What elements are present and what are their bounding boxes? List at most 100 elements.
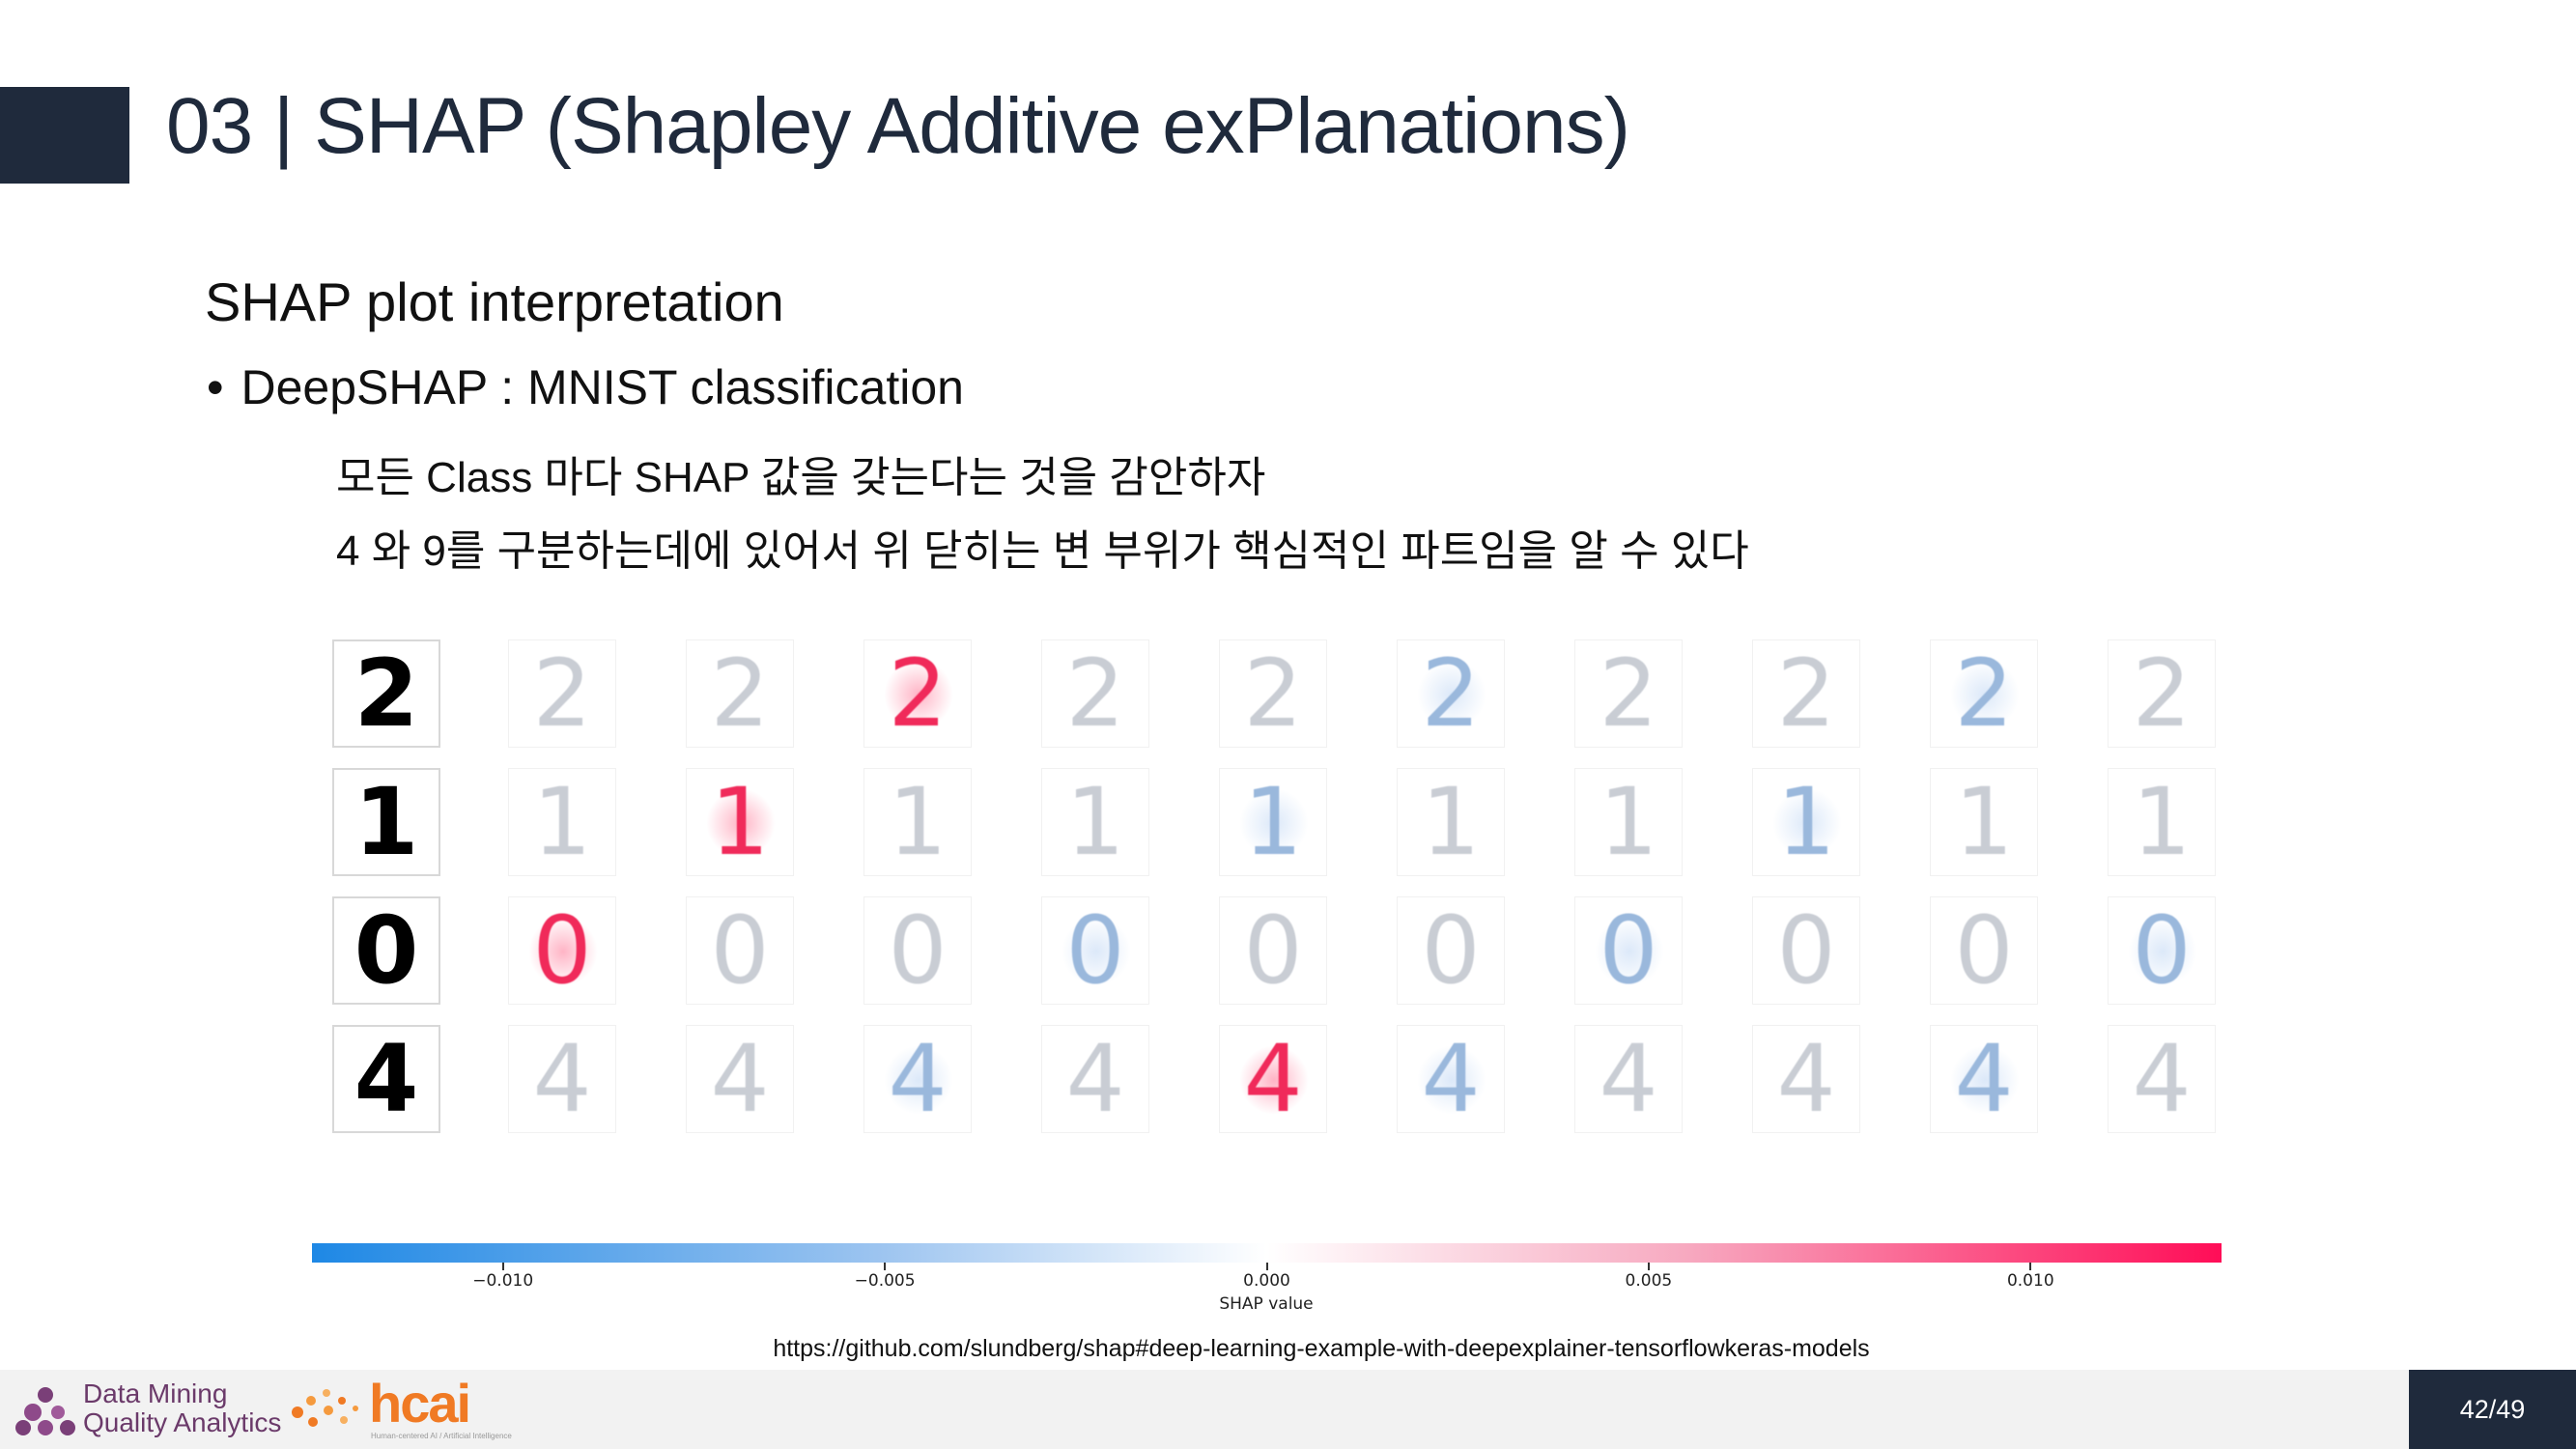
shap-class-2-image: 1 [863,768,972,876]
shap-digit-glyph: 0 [1776,896,1836,1005]
shap-digit-glyph: 4 [1954,1025,2014,1133]
slide-title: 03 | SHAP (Shapley Additive exPlanations… [166,82,1630,170]
footer-bar [0,1370,2576,1449]
shap-class-4-image: 1 [1219,768,1327,876]
hcai-logo-subtitle: Human-centered AI / Artificial Intellige… [371,1432,512,1440]
colorbar-tick-label: 0.010 [2006,1271,2054,1291]
input-digit-glyph: 1 [354,768,419,876]
shap-class-1-image: 1 [686,768,794,876]
logo-line-2: Quality Analytics [83,1407,282,1437]
input-digit-glyph: 4 [354,1025,419,1133]
shap-digit-glyph: 1 [1776,768,1836,876]
bullet-text: DeepSHAP : MNIST classification [241,360,964,414]
shap-class-4-image: 0 [1219,896,1327,1005]
shap-digit-glyph: 1 [532,768,592,876]
shap-colorbar [312,1243,2222,1263]
shap-class-5-image: 4 [1397,1025,1505,1133]
shap-class-6-image: 0 [1574,896,1683,1005]
colorbar-tick-mark [1265,1263,1268,1270]
shap-digit-glyph: 1 [1599,768,1658,876]
shap-digit-glyph: 2 [2132,639,2192,748]
colorbar-tick-label: −0.005 [854,1271,916,1291]
colorbar-tick-label: 0.005 [1625,1271,1673,1291]
shap-digit-glyph: 4 [1599,1025,1658,1133]
input-digit-image: 1 [332,768,440,876]
shap-class-6-image: 1 [1574,768,1683,876]
hcai-logo-text: hcai [369,1373,471,1434]
shap-class-9-image: 1 [2108,768,2216,876]
shap-digit-glyph: 1 [1421,768,1481,876]
shap-digit-glyph: 2 [1599,639,1658,748]
shap-digit-glyph: 4 [1421,1025,1481,1133]
dmqa-logo-icon [15,1387,75,1435]
shap-digit-glyph: 1 [1243,768,1303,876]
colorbar-label: SHAP value [1219,1294,1314,1314]
shap-class-1-image: 4 [686,1025,794,1133]
shap-digit-glyph: 0 [1421,896,1481,1005]
shap-class-5-image: 1 [1397,768,1505,876]
shap-digit-glyph: 2 [1065,639,1125,748]
input-digit-glyph: 0 [354,896,419,1005]
shap-class-8-image: 2 [1930,639,2038,748]
shap-class-7-image: 4 [1752,1025,1860,1133]
shap-class-6-image: 4 [1574,1025,1683,1133]
shap-digit-glyph: 1 [710,768,770,876]
shap-digit-glyph: 2 [710,639,770,748]
colorbar-tick-label: −0.010 [472,1271,534,1291]
shap-digit-glyph: 1 [1954,768,2014,876]
shap-class-7-image: 0 [1752,896,1860,1005]
shap-digit-glyph: 0 [1954,896,2014,1005]
title-accent-block [0,87,129,184]
shap-class-5-image: 2 [1397,639,1505,748]
shap-class-9-image: 4 [2108,1025,2216,1133]
shap-class-3-image: 4 [1041,1025,1149,1133]
shap-image-grid: 2 2 2 2 2 2 2 2 2 2 2 1 1 1 1 1 1 1 1 1 1 1 0 0 0 0 0 0 0 0 0 0 0 4 4 4 4 4 4 4… [328,639,2216,1142]
shap-digit-glyph: 1 [1065,768,1125,876]
explanation-line-2: 4 와 9를 구분하는데에 있어서 위 닫히는 변 부위가 핵심적인 파트임을 … [336,527,1749,575]
shap-digit-glyph: 0 [1599,896,1658,1005]
input-digit-image: 0 [332,896,440,1005]
shap-class-8-image: 4 [1930,1025,2038,1133]
shap-class-2-image: 4 [863,1025,972,1133]
shap-digit-glyph: 1 [888,768,948,876]
shap-class-0-image: 4 [508,1025,616,1133]
shap-digit-glyph: 4 [1243,1025,1303,1133]
shap-digit-glyph: 4 [2132,1025,2192,1133]
shap-digit-glyph: 2 [888,639,948,748]
shap-class-0-image: 0 [508,896,616,1005]
shap-class-4-image: 4 [1219,1025,1327,1133]
shap-digit-glyph: 0 [888,896,948,1005]
shap-digit-glyph: 2 [1776,639,1836,748]
shap-digit-glyph: 0 [710,896,770,1005]
shap-class-1-image: 2 [686,639,794,748]
shap-digit-glyph: 4 [1065,1025,1125,1133]
shap-class-8-image: 0 [1930,896,2038,1005]
shap-class-3-image: 0 [1041,896,1149,1005]
shap-class-3-image: 2 [1041,639,1149,748]
shap-class-4-image: 2 [1219,639,1327,748]
input-digit-glyph: 2 [354,639,419,748]
shap-class-2-image: 2 [863,639,972,748]
shap-class-6-image: 2 [1574,639,1683,748]
hcai-logo-icon [292,1389,358,1427]
shap-digit-glyph: 2 [1421,639,1481,748]
colorbar-tick-mark [884,1263,887,1270]
shap-digit-glyph: 4 [888,1025,948,1133]
shap-digit-glyph: 1 [2132,768,2192,876]
colorbar-tick-mark [1647,1263,1650,1270]
shap-class-7-image: 1 [1752,768,1860,876]
bullet-dot-icon: • [207,360,224,414]
shap-class-0-image: 2 [508,639,616,748]
shap-digit-glyph: 4 [1776,1025,1836,1133]
logo-line-1: Data Mining [83,1378,228,1408]
section-subtitle: SHAP plot interpretation [205,271,784,332]
shap-class-7-image: 2 [1752,639,1860,748]
shap-class-2-image: 0 [863,896,972,1005]
shap-digit-glyph: 4 [532,1025,592,1133]
dmqa-logo-text: Data Mining Quality Analytics [83,1379,281,1437]
shap-class-1-image: 0 [686,896,794,1005]
source-link[interactable]: https://github.com/slundberg/shap#deep-l… [773,1335,1870,1362]
shap-class-9-image: 2 [2108,639,2216,748]
shap-class-5-image: 0 [1397,896,1505,1005]
shap-digit-glyph: 0 [532,896,592,1005]
